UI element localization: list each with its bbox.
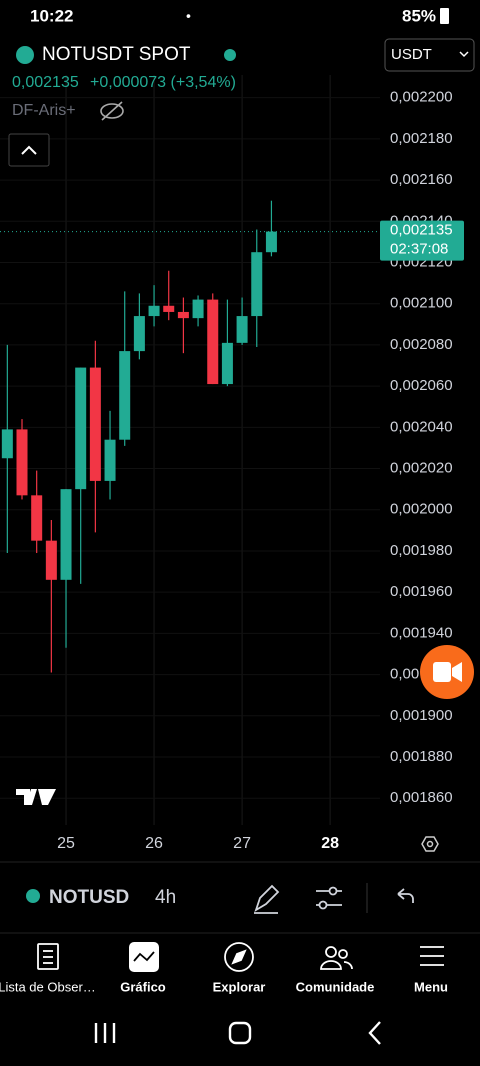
candle-body <box>89 367 101 481</box>
currency: USDT <box>391 46 432 63</box>
y-tick-label: 0,001860 <box>390 789 453 806</box>
y-tick-label: 0,00 <box>390 666 419 683</box>
price-tag-price: 0,002135 <box>390 222 453 239</box>
currency-select[interactable] <box>384 38 475 72</box>
x-tick-label: 25 <box>57 835 75 852</box>
undo-icon[interactable] <box>397 888 414 903</box>
candle-body <box>265 231 277 253</box>
candle-body <box>221 342 233 385</box>
x-tick-label: 27 <box>233 835 251 852</box>
change: +0,000073 (+3,54%) <box>90 74 236 91</box>
candle-body <box>148 305 160 317</box>
candle-body <box>16 429 28 496</box>
system-nav <box>94 1021 381 1045</box>
nav-label[interactable]: Comunidade <box>296 979 375 994</box>
candle-body <box>31 495 43 541</box>
y-tick-label: 0,001960 <box>390 583 453 600</box>
chevron <box>21 145 37 155</box>
collapse-button[interactable] <box>8 133 50 167</box>
nav-label[interactable]: Explorar <box>213 979 266 994</box>
price-tag <box>380 220 464 261</box>
y-tick-label: 0,001940 <box>390 624 453 641</box>
hide-icon[interactable] <box>100 103 124 119</box>
y-tick-label: 0,001900 <box>390 707 453 724</box>
draw-icon[interactable] <box>254 884 280 914</box>
candle-body <box>60 489 72 580</box>
y-tick-label: 0,002000 <box>390 501 453 518</box>
indicator: DF-Aris+ <box>12 102 76 119</box>
candle-body <box>133 316 145 352</box>
candle-body <box>1 429 13 459</box>
settings-dot <box>426 840 434 848</box>
price-tag-countdown: 02:37:08 <box>390 241 448 258</box>
camera-lens <box>452 662 462 682</box>
candle-body <box>236 316 248 343</box>
y-tick-label: 0,002040 <box>390 418 453 435</box>
nav-label[interactable]: Menu <box>414 979 448 994</box>
settings-icon[interactable] <box>421 836 439 852</box>
market-open <box>224 49 236 61</box>
y-tick-label: 0,002100 <box>390 295 453 312</box>
clock: 10:22 <box>30 6 73 25</box>
candle-body <box>251 252 263 317</box>
y-tick-label: 0,002020 <box>390 460 453 477</box>
battery-icon <box>440 8 449 24</box>
interval[interactable]: 4h <box>155 887 176 908</box>
nav: Lista de Obser… Gráfico Explorar Comunidade… <box>0 979 448 994</box>
tv-logo <box>16 789 56 805</box>
nav-label[interactable]: Lista de Obser… <box>0 979 96 994</box>
camera-icon <box>433 662 451 682</box>
battery: 85% <box>402 6 436 25</box>
symbol: NOTUSDT SPOT <box>42 44 191 65</box>
x-tick-label: 28 <box>321 835 339 852</box>
y-tick-label: 0,002160 <box>390 171 453 188</box>
candle-body <box>207 299 219 385</box>
toolbar-logo <box>26 889 40 903</box>
dot: • <box>186 8 191 24</box>
y-tick-label: 0,002080 <box>390 336 453 353</box>
candle-body <box>119 351 131 440</box>
dropdown-arrow <box>459 51 469 58</box>
candle-body <box>45 540 57 580</box>
candle-body <box>177 311 189 319</box>
nav-icons <box>37 942 444 972</box>
y-tick-label: 0,001980 <box>390 542 453 559</box>
candle-body <box>75 367 87 490</box>
hide-slash <box>101 101 123 121</box>
candle-body <box>104 439 116 481</box>
plot: 252627280,0022000,0021800,0021600,002140… <box>0 75 464 852</box>
y-tick-label: 0,002060 <box>390 377 453 394</box>
y-tick-label: 0,002200 <box>390 89 453 106</box>
nav-label[interactable]: Gráfico <box>120 979 166 994</box>
price: 0,002135 <box>12 74 79 91</box>
logo <box>16 46 34 64</box>
y-tick-label: 0,002180 <box>390 130 453 147</box>
y-tick-label: 0,001880 <box>390 748 453 765</box>
candle-body <box>163 305 175 312</box>
indicator-icon[interactable] <box>316 886 342 910</box>
candle-body <box>192 299 204 319</box>
toolbar-symbol[interactable]: NOTUSD <box>49 887 129 908</box>
x-tick-label: 26 <box>145 835 163 852</box>
